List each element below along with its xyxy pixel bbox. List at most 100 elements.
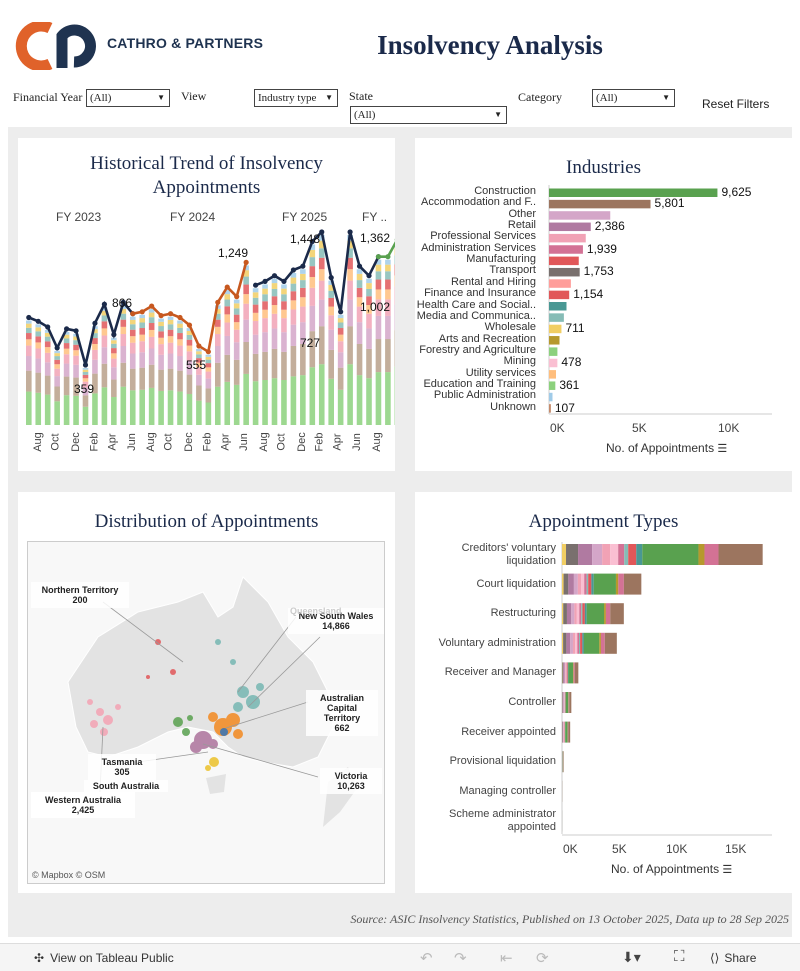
appointment-type-bar-segment (562, 692, 563, 713)
industry-label: Utility services (465, 366, 536, 379)
appointment-type-bar-segment (563, 632, 567, 654)
trend-bar-segment (111, 348, 117, 354)
appointment-types-chart[interactable] (415, 492, 792, 893)
industry-value-label: 361 (559, 377, 580, 392)
trend-bar-segment (44, 341, 51, 348)
trend-bar-segment (73, 344, 79, 351)
trend-bar-segment (35, 342, 42, 349)
reset-filters-button[interactable]: Reset Filters (702, 97, 770, 111)
trend-bar-segment (233, 308, 240, 315)
trend-bar-segment (252, 288, 259, 293)
trend-bar-segment (186, 374, 193, 394)
trend-bar-segment (101, 387, 108, 425)
trend-bar-segment (224, 322, 231, 336)
trend-bar-segment (148, 309, 155, 313)
trend-bar-segment (347, 364, 353, 425)
industries-chart[interactable] (415, 138, 792, 471)
map-label-south-australia[interactable]: South Australia (84, 780, 168, 792)
redo-icon[interactable]: ↷ (454, 950, 467, 967)
trend-point (139, 309, 145, 315)
fullscreen-icon[interactable]: ⛶ (674, 948, 685, 965)
trend-bar-segment (224, 354, 231, 382)
month-label: Apr (219, 433, 232, 451)
trend-bar-segment (120, 313, 127, 320)
trend-bar-segment (366, 348, 372, 379)
appointment-type-bar-segment (580, 632, 583, 654)
financial-year-select[interactable]: (All) ▼ (86, 89, 170, 107)
share-button[interactable]: ⟨⟩ Share (710, 951, 757, 965)
revert-icon[interactable]: ⇤ (500, 950, 513, 967)
trend-bar-segment (224, 306, 231, 315)
view-on-tableau-public-link[interactable]: ✣ View on Tableau Public (34, 951, 174, 965)
view-select[interactable]: Industry type ▼ (254, 89, 338, 107)
appointment-type-bar-segment (698, 544, 705, 565)
trend-bar-segment (385, 299, 391, 316)
trend-bar-segment (92, 359, 98, 374)
trend-bar-segment (120, 326, 127, 335)
trend-bar-segment (44, 332, 51, 337)
share-icon: ⟨⟩ (710, 951, 720, 965)
financial-year-label: Financial Year (13, 90, 83, 104)
industry-label: Forestry and Agriculture (419, 343, 536, 356)
trend-bar-segment (101, 321, 108, 329)
trend-bar-segment (356, 297, 363, 307)
trend-bar-segment (63, 331, 70, 335)
map-label-new-south-wales[interactable]: New South Wales 14,866 (288, 608, 384, 634)
refresh-icon[interactable]: ⟳ (536, 950, 549, 967)
industry-label: Wholesale (484, 321, 536, 334)
trend-bar-segment (111, 379, 117, 398)
undo-icon[interactable]: ↶ (420, 950, 433, 967)
trend-bar-segment (73, 350, 79, 356)
trend-bar-segment (101, 363, 108, 388)
appointment-type-bar-segment (586, 603, 605, 625)
trend-bar-segment (148, 329, 155, 337)
trend-bar-segment (205, 359, 212, 364)
map-label-tasmania[interactable]: Tasmania 305 (88, 754, 156, 780)
industry-label: Manufacturing (466, 253, 536, 266)
trend-bar-segment (196, 358, 202, 363)
trend-bar-segment (139, 389, 145, 425)
trend-bar-segment (337, 367, 344, 390)
trend-bar-segment (167, 324, 174, 330)
trend-chart[interactable] (18, 138, 395, 471)
industry-bar (549, 279, 571, 288)
trend-bar-segment (300, 375, 306, 425)
map-view[interactable]: Northern Territory 200 New South Wales 14,… (27, 541, 385, 884)
trend-bar-segment (44, 394, 51, 425)
trend-bar-segment (26, 327, 32, 334)
trend-bar-segment (243, 265, 249, 271)
trend-bar-segment (167, 353, 174, 369)
category-select[interactable]: (All) ▼ (592, 89, 675, 107)
sort-icon[interactable]: ☰ (717, 443, 728, 455)
download-icon[interactable]: ⬇▾ (622, 949, 641, 965)
sort-icon[interactable]: ☰ (722, 864, 733, 876)
state-select[interactable]: (All) ▼ (350, 106, 507, 124)
appointment-type-bar-segment (562, 573, 564, 595)
appointment-type-bar-segment (569, 692, 572, 713)
map-label-northern-territory[interactable]: Northern Territory 200 (31, 582, 129, 608)
map-label-victoria[interactable]: Victoria 10,263 (320, 768, 382, 794)
page-title: Insolvency Analysis (377, 30, 603, 60)
map-label-act[interactable]: Australian Capital Territory 662 (306, 690, 378, 736)
appointment-type-bar-segment (618, 573, 624, 595)
trend-point (186, 322, 193, 328)
trend-point (167, 311, 174, 317)
trend-bar-segment (328, 297, 334, 307)
trend-bar-segment (356, 306, 363, 323)
trend-bar-segment (92, 373, 98, 394)
trend-bar-segment (309, 276, 316, 288)
trend-bar-segment (54, 353, 60, 357)
trend-bar-segment (177, 345, 183, 357)
map-label-western-australia[interactable]: Western Australia 2,425 (31, 792, 135, 818)
chevron-down-icon: ▼ (325, 93, 333, 102)
trend-bar-segment (196, 351, 202, 355)
map-credit[interactable]: © Mapbox © OSM (32, 870, 106, 880)
trend-point (73, 328, 79, 334)
trend-bar-segment (148, 312, 155, 318)
trend-bar-segment (215, 334, 221, 346)
trend-bar-segment (281, 294, 287, 302)
trend-bar-segment (111, 340, 117, 344)
industry-label: Rental and Hiring (451, 275, 536, 288)
trend-bar-segment (366, 283, 372, 289)
industry-bar (549, 245, 583, 254)
